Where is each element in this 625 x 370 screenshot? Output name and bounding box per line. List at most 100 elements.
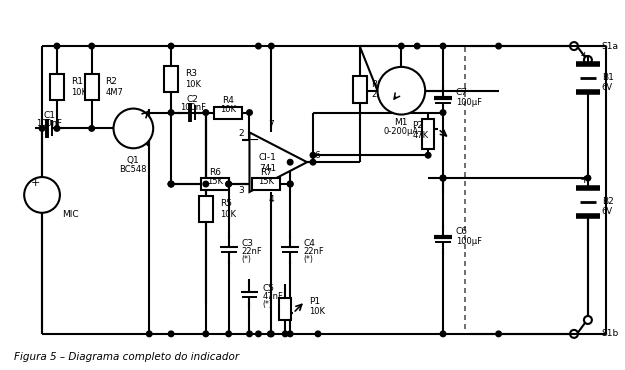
Text: P2: P2: [412, 121, 423, 131]
Text: R5: R5: [220, 199, 232, 208]
Text: 47K: 47K: [412, 131, 428, 140]
Text: 10K: 10K: [219, 105, 236, 114]
Text: C1: C1: [44, 111, 56, 120]
Circle shape: [378, 67, 425, 115]
Circle shape: [256, 331, 261, 337]
Text: 47nF: 47nF: [262, 292, 283, 301]
Circle shape: [310, 152, 316, 158]
Circle shape: [315, 331, 321, 337]
Circle shape: [247, 331, 252, 337]
Text: Figura 5 – Diagrama completo do indicador: Figura 5 – Diagrama completo do indicado…: [14, 352, 239, 362]
Circle shape: [496, 331, 501, 337]
Bar: [214, 107, 241, 118]
Text: 100nF: 100nF: [36, 119, 62, 128]
Bar: [199, 196, 212, 222]
Circle shape: [585, 175, 591, 181]
Circle shape: [399, 43, 404, 49]
Text: S1a: S1a: [602, 41, 619, 51]
Text: C4: C4: [303, 239, 315, 248]
Text: C7: C7: [456, 88, 468, 97]
Text: R2: R2: [106, 77, 118, 86]
Circle shape: [496, 43, 501, 49]
Circle shape: [168, 181, 174, 187]
Text: 4M7: 4M7: [106, 88, 124, 97]
Text: (*): (*): [262, 300, 272, 309]
Circle shape: [256, 43, 261, 49]
Circle shape: [440, 331, 446, 337]
Polygon shape: [249, 132, 307, 192]
Circle shape: [203, 331, 209, 337]
Circle shape: [39, 126, 45, 131]
Circle shape: [168, 331, 174, 337]
Text: 2: 2: [239, 129, 244, 138]
Circle shape: [226, 181, 231, 187]
Circle shape: [288, 331, 293, 337]
Circle shape: [269, 43, 274, 49]
Bar: [279, 298, 291, 320]
Circle shape: [288, 181, 293, 187]
Circle shape: [268, 331, 273, 337]
Text: 2K2: 2K2: [371, 90, 388, 99]
Circle shape: [440, 175, 446, 181]
Text: 6: 6: [314, 151, 320, 160]
Bar: [50, 74, 64, 100]
Text: −: −: [249, 134, 260, 147]
Text: +: +: [31, 178, 40, 188]
Circle shape: [24, 177, 60, 213]
Text: 4: 4: [269, 195, 274, 204]
Text: R6: R6: [209, 168, 221, 176]
Text: 0-200μA: 0-200μA: [384, 127, 419, 136]
Circle shape: [282, 331, 288, 337]
Circle shape: [226, 331, 231, 337]
Circle shape: [310, 159, 316, 165]
Text: 22nF: 22nF: [303, 247, 324, 256]
Text: R7: R7: [261, 168, 272, 176]
Text: S1b: S1b: [602, 329, 619, 339]
Circle shape: [203, 181, 209, 187]
Circle shape: [203, 110, 209, 115]
Circle shape: [168, 181, 174, 187]
Text: 22nF: 22nF: [241, 247, 262, 256]
Text: B1: B1: [602, 73, 614, 82]
Circle shape: [168, 181, 174, 187]
Circle shape: [414, 43, 420, 49]
Text: +: +: [580, 51, 589, 61]
Text: 100μF: 100μF: [456, 237, 482, 246]
Circle shape: [146, 331, 152, 337]
Circle shape: [168, 43, 174, 49]
Circle shape: [89, 126, 94, 131]
Text: M1: M1: [394, 118, 408, 127]
Bar: [352, 76, 367, 102]
Circle shape: [89, 43, 94, 49]
Circle shape: [247, 110, 252, 115]
Text: P1: P1: [309, 297, 320, 306]
Bar: [85, 74, 99, 100]
Circle shape: [168, 110, 174, 115]
Text: R8: R8: [371, 80, 384, 89]
Circle shape: [226, 181, 231, 187]
Bar: [422, 119, 434, 149]
Text: C3: C3: [241, 239, 254, 248]
Text: 100nF: 100nF: [180, 103, 206, 112]
Circle shape: [440, 110, 446, 115]
Circle shape: [269, 331, 274, 337]
Text: C6: C6: [456, 227, 468, 236]
Circle shape: [440, 175, 446, 181]
Text: C2: C2: [187, 95, 199, 104]
Text: 3: 3: [239, 186, 244, 195]
Bar: [164, 66, 178, 92]
Text: CI-1: CI-1: [258, 153, 276, 162]
Text: 10K: 10K: [220, 210, 236, 219]
Circle shape: [440, 175, 446, 181]
Text: (*): (*): [241, 255, 251, 264]
Text: 10K: 10K: [309, 307, 325, 316]
Text: 15K: 15K: [207, 176, 222, 185]
Circle shape: [114, 108, 153, 148]
Text: 741: 741: [259, 164, 276, 173]
Circle shape: [440, 43, 446, 49]
Text: +: +: [580, 175, 589, 185]
Text: Q1: Q1: [127, 156, 140, 165]
Text: 10K: 10K: [71, 88, 87, 97]
Circle shape: [288, 159, 293, 165]
Text: BC548: BC548: [119, 165, 147, 174]
